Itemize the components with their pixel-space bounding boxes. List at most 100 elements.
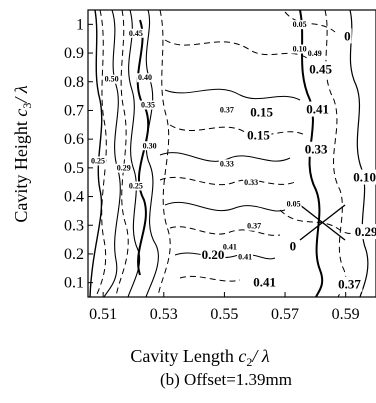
chart-caption: (b) Offset=1.39mm [160, 370, 292, 389]
contour-value-label: 0 [290, 238, 297, 253]
y-tick-label: 0.3 [64, 217, 84, 234]
contour-value-label: 0.10 [353, 170, 376, 185]
contour-labels: 0.45 0.50 0.40 0.35 0.30 0.29 0.25 0.25 0.20 0.37… [90, 20, 376, 292]
x-axis-label-main: Cavity Length [130, 346, 238, 366]
contour-label-background [243, 178, 260, 187]
contour-label-background [137, 73, 154, 83]
contour-line [179, 275, 241, 282]
contour-value-label: 0.37 [247, 222, 261, 231]
contour-value-label: 0.15 [247, 127, 270, 142]
y-tick-label: 0.5 [64, 160, 84, 177]
y-axis-label-main: Cavity Height [11, 117, 31, 223]
contour-label-background [127, 28, 144, 38]
contour-label-background [352, 169, 376, 185]
contour-label-background [337, 276, 363, 292]
contour-line [299, 10, 324, 297]
y-tick-label: 0.7 [64, 102, 84, 119]
contour-line [164, 39, 311, 61]
contour-value-label: 0.25 [129, 181, 143, 190]
contour-value-label: 0.37 [220, 105, 234, 114]
contour-label-background [303, 141, 330, 157]
contour-label-background [141, 141, 158, 151]
y-tick-label: 0.9 [64, 45, 84, 62]
contour-label-background [218, 105, 235, 115]
y-tick-label: 0.8 [64, 74, 84, 91]
contour-label-background [237, 252, 254, 262]
contour-value-label: 0.41 [306, 102, 329, 117]
contour-line [127, 10, 141, 297]
contour-value-label: 0.29 [355, 224, 376, 239]
contour-value-label: 0.33 [220, 159, 234, 168]
contour-value-label: 0.49 [308, 49, 322, 58]
contour-lines [89, 10, 376, 297]
contour-label-background [285, 199, 302, 209]
contour-line [159, 152, 291, 162]
contour-value-label: 0.37 [338, 277, 361, 292]
y-tick-label: 1 [76, 16, 84, 33]
contour-label-background [115, 163, 132, 173]
x-axis-label-tail: / λ [251, 346, 270, 366]
contour-label-background [252, 274, 277, 290]
contour-line [349, 10, 369, 297]
contour-label-background [246, 221, 263, 231]
contour-value-label: 0.05 [287, 200, 301, 209]
contour-label-background [305, 101, 331, 117]
contour-value-label: 0.45 [309, 61, 332, 76]
x-tick-label: 0.53 [150, 306, 178, 323]
contour-value-label: 0.29 [117, 164, 131, 173]
contour-value-label: 0.40 [138, 73, 152, 82]
contour-label-background [308, 61, 334, 77]
contour-value-label: 0.20 [202, 247, 225, 262]
y-axis-label-tail: / λ [11, 85, 31, 104]
contour-label-background [221, 242, 238, 252]
contour-line [164, 201, 286, 212]
y-tick-label: 0.4 [64, 189, 84, 206]
contour-value-label: 0 [344, 28, 351, 43]
y-tick-label: 0.6 [64, 131, 84, 148]
contour-label-background [291, 44, 308, 54]
contour-label-background [200, 247, 226, 263]
contour-value-label: 0.25 [91, 156, 105, 165]
contour-value-label: 0.33 [244, 178, 258, 187]
x-tick-label: 0.57 [271, 306, 299, 323]
contour-line [95, 10, 107, 297]
contour-label-background [218, 159, 235, 169]
contour-value-label: 0.35 [141, 101, 155, 110]
contour-label-background [103, 74, 120, 84]
contour-value-label: 0.33 [305, 142, 328, 157]
contour-value-label: 0.45 [129, 29, 143, 38]
x-tick-label: 0.59 [332, 306, 360, 323]
contour-line [284, 11, 336, 33]
y-axis-label-var: c [11, 109, 31, 117]
contour-line [169, 226, 281, 236]
contour-value-label: 0.30 [143, 141, 157, 150]
contour-label-background [291, 20, 308, 30]
axis-ticks: 0.51 0.53 0.55 0.57 0.59 0.1 0.2 0.3 0.4 0.5 0.6 0.… [64, 16, 360, 323]
contour-line [145, 10, 159, 297]
contour-value-label: 0.10 [293, 45, 307, 54]
contour-value-label: 0.41 [223, 242, 237, 251]
contour-line [159, 176, 296, 186]
contour-label-background [288, 238, 298, 254]
y-axis-label: Cavity Height c3/ λ [11, 85, 34, 223]
x-axis-label: Cavity Length c2/ λ [130, 346, 269, 369]
contour-line [136, 19, 150, 276]
contour-label-background [127, 181, 144, 191]
plot-frame [87, 9, 376, 298]
contour-label-background [249, 104, 275, 120]
x-tick-label: 0.51 [89, 306, 117, 323]
y-tick-label: 0.1 [64, 275, 84, 292]
contour-value-label: 0.50 [105, 75, 119, 84]
contour-line [299, 204, 346, 241]
contour-value-label: 0.05 [293, 20, 307, 29]
contour-line [174, 252, 276, 260]
contour-label-background [353, 224, 376, 240]
x-axis-label-sub: 2 [246, 355, 252, 369]
contour-value-label: 0.41 [238, 253, 252, 262]
contour-line [169, 124, 306, 136]
contour-label-background [343, 28, 352, 44]
y-axis-label-sub: 3 [20, 103, 34, 109]
contour-value-label: 0.41 [253, 274, 276, 289]
contour-line [157, 10, 171, 297]
